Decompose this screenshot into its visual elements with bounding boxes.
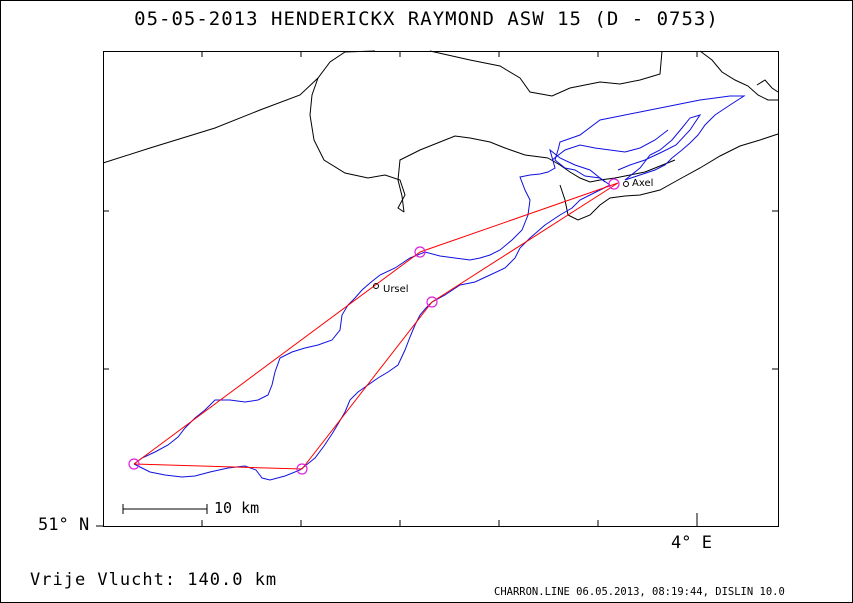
task-route <box>133 182 619 470</box>
free-flight-distance: Vrije Vlucht: 140.0 km <box>30 570 278 590</box>
turnpoint-marker <box>296 463 308 475</box>
place-markers <box>373 181 629 289</box>
scale-label: 10 km <box>214 499 260 517</box>
turnpoints <box>128 178 620 475</box>
plot-frame <box>103 51 779 527</box>
axis-ticks <box>96 51 778 527</box>
place-label-ursel: Ursel <box>383 284 409 295</box>
place-label-axel: Axel <box>632 178 654 189</box>
longitude-label: 4° E <box>671 533 712 553</box>
latitude-label: 51° N <box>38 515 90 535</box>
turnpoint-marker <box>128 458 140 470</box>
turnpoint-marker <box>426 296 438 308</box>
turnpoint-marker <box>608 178 620 190</box>
scale-bar <box>122 504 208 514</box>
place-marker <box>373 283 379 289</box>
software-credits: CHARRON.LINE 06.05.2013, 08:19:44, DISLI… <box>494 586 785 598</box>
turnpoint-marker <box>414 246 426 258</box>
flight-track <box>133 95 746 481</box>
map-title: 05-05-2013 HENDERICKX RAYMOND ASW 15 (D … <box>134 8 719 30</box>
place-marker <box>623 181 629 187</box>
coastline <box>102 50 779 221</box>
